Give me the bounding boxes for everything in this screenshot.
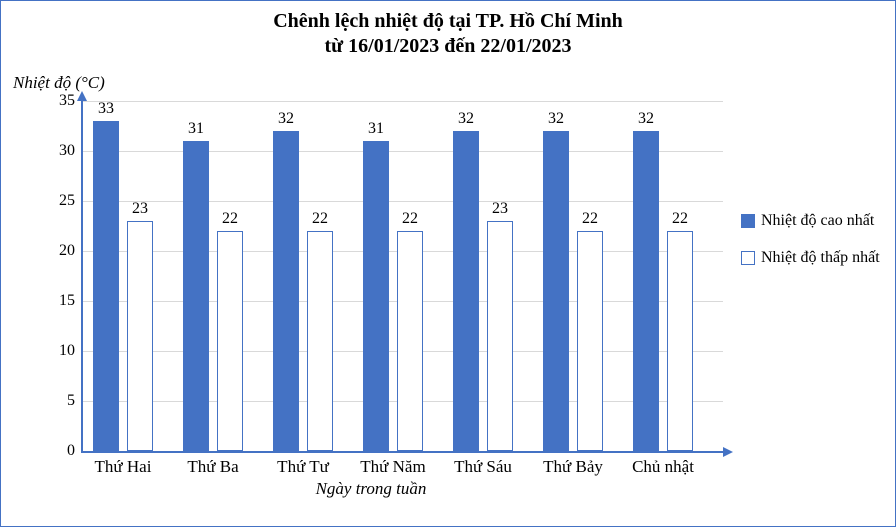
chart-title: Chênh lệch nhiệt độ tại TP. Hồ Chí Minh …	[1, 9, 895, 59]
bar-value-label: 32	[634, 110, 658, 128]
x-axis-label: Ngày trong tuần	[1, 479, 741, 499]
category-label: Thứ Hai	[95, 457, 152, 477]
bar-value-label: 31	[184, 120, 208, 138]
bar-value-label: 32	[544, 110, 568, 128]
x-axis-arrow-icon	[723, 447, 733, 457]
bar-low: 23	[487, 221, 513, 451]
bar-low: 22	[307, 231, 333, 451]
bar-value-label: 22	[668, 210, 692, 228]
bar-high: 32	[273, 131, 299, 451]
y-tick-label: 0	[67, 442, 75, 460]
legend-item: Nhiệt độ thấp nhất	[741, 248, 881, 267]
bar-value-label: 23	[488, 200, 512, 218]
legend-item: Nhiệt độ cao nhất	[741, 211, 881, 230]
title-line-2: từ 16/01/2023 đến 22/01/2023	[324, 35, 571, 57]
category-label: Thứ Năm	[360, 457, 425, 477]
y-tick-label: 30	[59, 142, 75, 160]
y-tick-label: 5	[67, 392, 75, 410]
y-tick-label: 35	[59, 92, 75, 110]
bar-high: 32	[453, 131, 479, 451]
category-label: Chủ nhật	[632, 457, 694, 477]
bar-high: 31	[363, 141, 389, 451]
bar-high: 31	[183, 141, 209, 451]
gridline	[83, 151, 723, 152]
bar-low: 22	[217, 231, 243, 451]
bar-value-label: 22	[578, 210, 602, 228]
bar-value-label: 32	[274, 110, 298, 128]
category-label: Thứ Bảy	[543, 457, 603, 477]
bar-value-label: 23	[128, 200, 152, 218]
bar-low: 22	[667, 231, 693, 451]
gridline	[83, 201, 723, 202]
category-label: Thứ Ba	[187, 457, 238, 477]
y-tick-label: 15	[59, 292, 75, 310]
bar-high: 32	[633, 131, 659, 451]
category-label: Thứ Sáu	[454, 457, 512, 477]
legend-text: Nhiệt độ thấp nhất	[761, 248, 880, 267]
y-tick-label: 10	[59, 342, 75, 360]
y-axis-label: Nhiệt độ (°C)	[13, 73, 105, 93]
gridline	[83, 101, 723, 102]
legend-text: Nhiệt độ cao nhất	[761, 211, 874, 230]
bar-value-label: 22	[308, 210, 332, 228]
category-label: Thứ Tư	[277, 457, 329, 477]
legend-swatch	[741, 251, 755, 265]
y-tick-label: 20	[59, 242, 75, 260]
legend-swatch	[741, 214, 755, 228]
legend: Nhiệt độ cao nhất Nhiệt độ thấp nhất	[741, 211, 881, 285]
bar-value-label: 33	[94, 100, 118, 118]
bar-value-label: 32	[454, 110, 478, 128]
chart-container: Chênh lệch nhiệt độ tại TP. Hồ Chí Minh …	[0, 0, 896, 527]
bar-low: 23	[127, 221, 153, 451]
bar-value-label: 22	[218, 210, 242, 228]
y-axis-arrow-icon	[77, 91, 87, 101]
title-line-1: Chênh lệch nhiệt độ tại TP. Hồ Chí Minh	[273, 10, 623, 32]
bar-low: 22	[397, 231, 423, 451]
bar-high: 33	[93, 121, 119, 451]
plot-area: 051015202530353323Thứ Hai3122Thứ Ba3222T…	[81, 101, 723, 453]
y-tick-label: 25	[59, 192, 75, 210]
bar-low: 22	[577, 231, 603, 451]
bar-high: 32	[543, 131, 569, 451]
bar-value-label: 31	[364, 120, 388, 138]
bar-value-label: 22	[398, 210, 422, 228]
